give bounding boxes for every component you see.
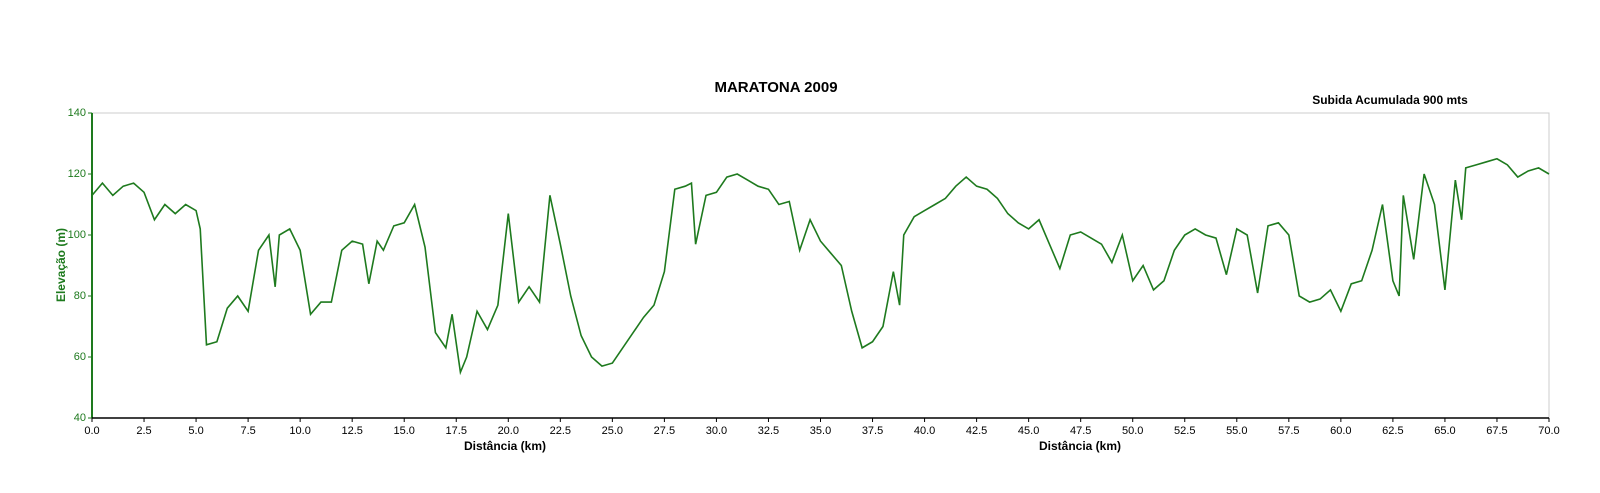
x-tick-label: 25.0 — [602, 425, 623, 437]
x-tick-label: 10.0 — [289, 425, 310, 437]
x-tick-label: 37.5 — [862, 425, 883, 437]
y-tick-label: 100 — [68, 229, 86, 241]
y-tick-label: 120 — [68, 168, 86, 180]
x-axis-label: Distância (km) — [464, 439, 546, 453]
plot-frame — [91, 112, 1550, 419]
chart-title: MARATONA 2009 — [714, 79, 837, 96]
x-tick-label: 55.0 — [1226, 425, 1247, 437]
x-tick-label: 20.0 — [498, 425, 519, 437]
y-tick-label: 40 — [74, 412, 86, 424]
x-tick-label: 47.5 — [1070, 425, 1091, 437]
x-tick-label: 35.0 — [810, 425, 831, 437]
x-tick-label: 2.5 — [136, 425, 151, 437]
x-tick-label: 70.0 — [1538, 425, 1559, 437]
x-tick-label: 40.0 — [914, 425, 935, 437]
x-tick-label: 60.0 — [1330, 425, 1351, 437]
x-tick-label: 22.5 — [550, 425, 571, 437]
elevation-line — [91, 157, 1550, 376]
x-tick-label: 30.0 — [706, 425, 727, 437]
x-tick-label: 27.5 — [654, 425, 675, 437]
y-tick-label: 60 — [74, 351, 86, 363]
y-axis-label: Elevação (m) — [54, 228, 68, 302]
x-tick-label: 0.0 — [84, 425, 99, 437]
x-tick-label: 45.0 — [1018, 425, 1039, 437]
annotation: Subida Acumulada 900 mts — [1312, 93, 1468, 107]
x-tick-label: 12.5 — [341, 425, 362, 437]
y-tick-label: 80 — [74, 290, 86, 302]
x-axis-label: Distância (km) — [1039, 439, 1121, 453]
x-tick-label: 15.0 — [394, 425, 415, 437]
x-tick-label: 50.0 — [1122, 425, 1143, 437]
x-tick-label: 65.0 — [1434, 425, 1455, 437]
x-tick-label: 7.5 — [240, 425, 255, 437]
x-tick-label: 5.0 — [188, 425, 203, 437]
x-tick-label: 42.5 — [966, 425, 987, 437]
x-tick-label: 67.5 — [1486, 425, 1507, 437]
x-tick-label: 62.5 — [1382, 425, 1403, 437]
x-tick-label: 32.5 — [758, 425, 779, 437]
x-tick-label: 57.5 — [1278, 425, 1299, 437]
y-tick-label: 140 — [68, 107, 86, 119]
x-tick-label: 52.5 — [1174, 425, 1195, 437]
x-tick-label: 17.5 — [446, 425, 467, 437]
